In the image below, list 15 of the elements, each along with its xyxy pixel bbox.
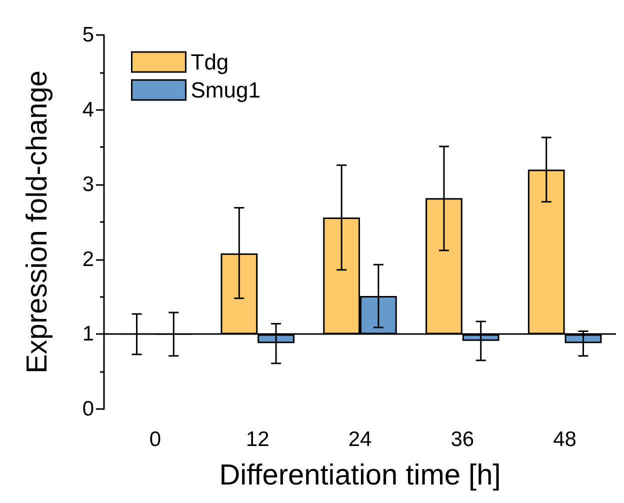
legend-label: Tdg bbox=[190, 50, 229, 74]
legend-label: Smug1 bbox=[190, 78, 260, 102]
y-axis-title: Expression fold-change bbox=[22, 70, 54, 374]
y-tick-label: 2 bbox=[82, 248, 94, 271]
x-tick-label: 0 bbox=[149, 428, 162, 451]
x-tick-label: 24 bbox=[348, 428, 372, 451]
x-tick-label: 36 bbox=[450, 428, 474, 451]
y-tick-label: 1 bbox=[82, 322, 94, 346]
x-tick-label: 12 bbox=[246, 428, 270, 451]
y-tick-label: 0 bbox=[82, 398, 94, 420]
y-tick-label: 3 bbox=[82, 173, 94, 196]
y-tick-label: 4 bbox=[82, 98, 94, 122]
x-tick-label: 48 bbox=[553, 428, 576, 451]
y-tick-label: 5 bbox=[82, 24, 94, 46]
x-axis-title: Differentiation time [h] bbox=[219, 460, 501, 492]
